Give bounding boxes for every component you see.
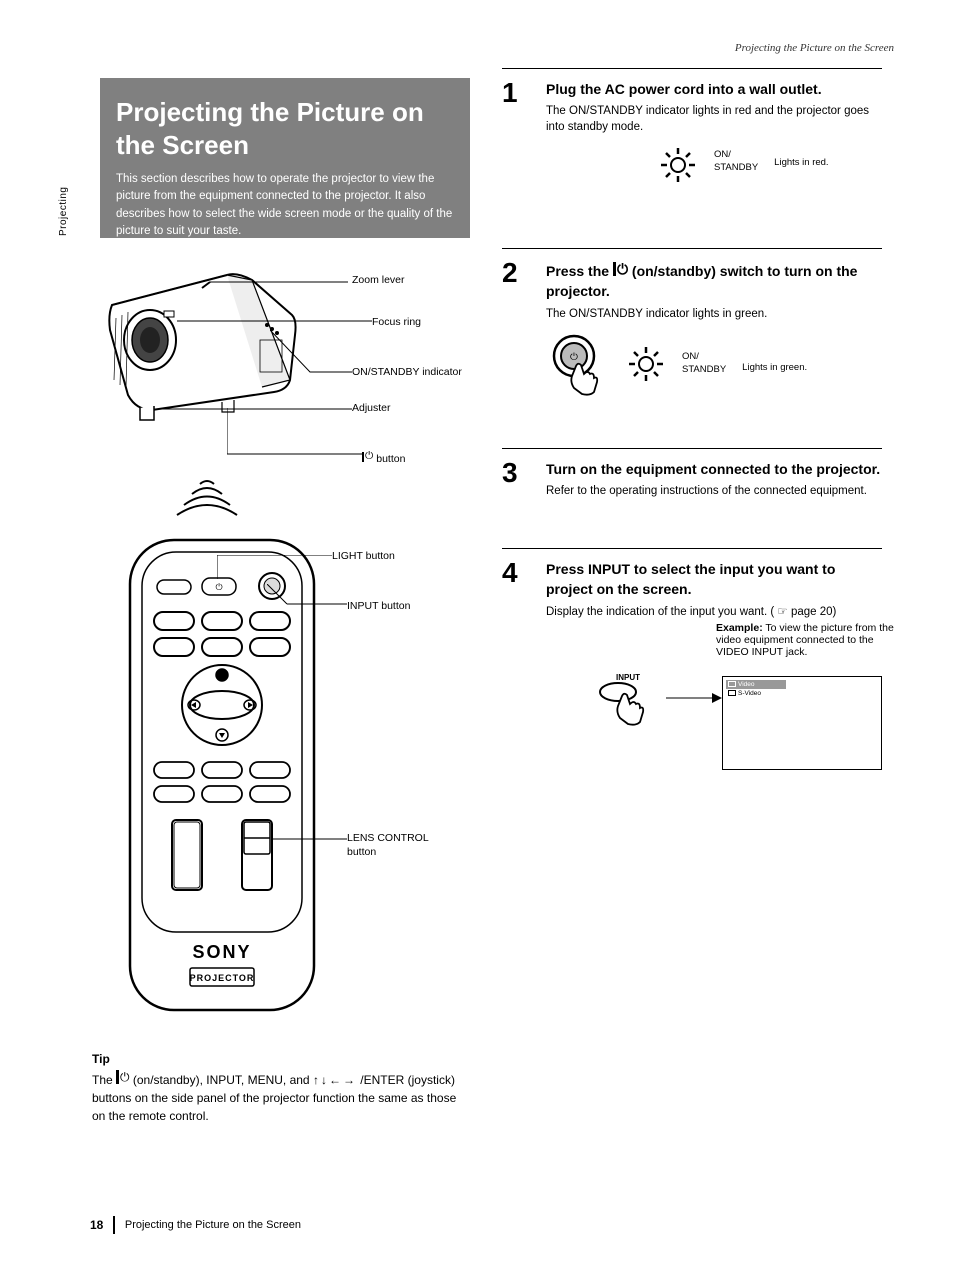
step-note: Refer to the operating instructions of t… — [546, 483, 882, 499]
page-number: 18 — [90, 1218, 103, 1232]
page-subtitle: This section describes how to operate th… — [116, 171, 454, 240]
indicator-caption: ON/STANDBY — [682, 351, 726, 376]
sun-icon — [658, 145, 698, 185]
callout-zoom: Zoom lever — [352, 274, 405, 288]
svg-text:⏻: ⏻ — [570, 352, 578, 363]
press-button-illustration: ⏻ — [546, 332, 610, 396]
step-1-figure: ON/STANDBY Lights in red. — [546, 145, 882, 185]
title-box: Projecting the Picture on the Screen Thi… — [100, 78, 470, 238]
tip-block: Tip The ⏻ (on/standby), INPUT, MENU, and… — [92, 1050, 472, 1125]
indicator-status: Lights in green. — [742, 362, 807, 374]
step-body: Press INPUT to select the input you want… — [546, 559, 882, 600]
callout-power: ⏻ button — [362, 450, 472, 466]
menu-item: S-Video — [726, 689, 786, 698]
step-note: Display the indication of the input you … — [546, 604, 882, 620]
step-note-link: page 20) — [791, 606, 836, 618]
step-body: Turn on the equipment connected to the p… — [546, 459, 882, 479]
step-2: 2 Press the ⏻ (on/standby) switch to tur… — [502, 248, 882, 448]
step-4-figure: INPUT Example: To view the picture from … — [546, 628, 882, 778]
step-number: 1 — [502, 77, 518, 109]
menu-item-label: Video — [738, 681, 755, 688]
arrow-icon — [666, 688, 722, 708]
page-title: Projecting the Picture on the Screen — [116, 96, 454, 161]
indicator-caption: ON/STANDBY — [714, 149, 758, 174]
step-number: 2 — [502, 257, 518, 289]
power-icon: ⏻ — [362, 450, 373, 464]
pointer-icon: ☞ — [777, 606, 787, 618]
arrow-icons: ↑↓←→ — [313, 1073, 357, 1087]
step-3: 3 Turn on the equipment connected to the… — [502, 448, 882, 548]
footer-text: Projecting the Picture on the Screen — [125, 1219, 301, 1231]
step-number: 4 — [502, 557, 518, 589]
step-note-text: Display the indication of the input you … — [546, 606, 774, 618]
callout-input: INPUT button — [347, 600, 410, 614]
section-tab: Projecting — [48, 78, 78, 238]
onscreen-menu: Video S-Video — [722, 676, 882, 770]
ir-signal-icon — [162, 460, 252, 530]
svg-text:SONY: SONY — [192, 942, 251, 962]
menu-item-label: S-Video — [738, 690, 761, 697]
section-tab-label: Projecting — [58, 187, 69, 236]
input-menu: Video S-Video — [726, 680, 786, 698]
step-note: The ON/STANDBY indicator lights in red a… — [546, 103, 882, 135]
press-input-illustration: INPUT — [596, 670, 666, 740]
step-1: 1 Plug the AC power cord into a wall out… — [502, 68, 882, 248]
svg-text:PROJECTOR: PROJECTOR — [190, 973, 255, 983]
example-block: Example: To view the picture from the vi… — [716, 622, 906, 658]
step-body: Press the ⏻ (on/standby) switch to turn … — [546, 259, 882, 302]
breadcrumb-top: Projecting the Picture on the Screen — [735, 42, 894, 54]
steps-column: 1 Plug the AC power cord into a wall out… — [502, 68, 882, 808]
callout-light: LIGHT button — [332, 550, 395, 564]
indicator-status: Lights in red. — [774, 157, 828, 169]
menu-item-selected: Video — [726, 680, 786, 689]
power-icon: ⏻ — [116, 1068, 130, 1086]
step-body-prefix: Press the — [546, 263, 613, 279]
step-number: 3 — [502, 457, 518, 489]
page-footer: 18 Projecting the Picture on the Screen — [90, 1216, 301, 1234]
step-body: Plug the AC power cord into a wall outle… — [546, 79, 882, 99]
tip-text-1: The — [92, 1073, 116, 1087]
step-note: The ON/STANDBY indicator lights in green… — [546, 306, 882, 322]
step-2-figure: ⏻ — [546, 332, 882, 396]
callout-lensctrl: LENS CONTROL button — [347, 832, 457, 859]
callout-indicator: ON/STANDBY indicator — [352, 366, 462, 380]
tip-text-2: (on/standby), INPUT, MENU, and — [133, 1073, 313, 1087]
footer-separator — [113, 1216, 115, 1234]
svg-text:INPUT: INPUT — [616, 673, 640, 682]
step-4: 4 Press INPUT to select the input you wa… — [502, 548, 882, 808]
callout-focus: Focus ring — [372, 316, 421, 330]
example-heading: Example: — [716, 622, 763, 634]
sun-icon — [626, 344, 666, 384]
power-icon: ⏻ — [613, 259, 628, 279]
tip-heading: Tip — [92, 1052, 110, 1066]
hardware-figure: Zoom lever Focus ring ON/STANDBY indicat… — [92, 260, 472, 1040]
